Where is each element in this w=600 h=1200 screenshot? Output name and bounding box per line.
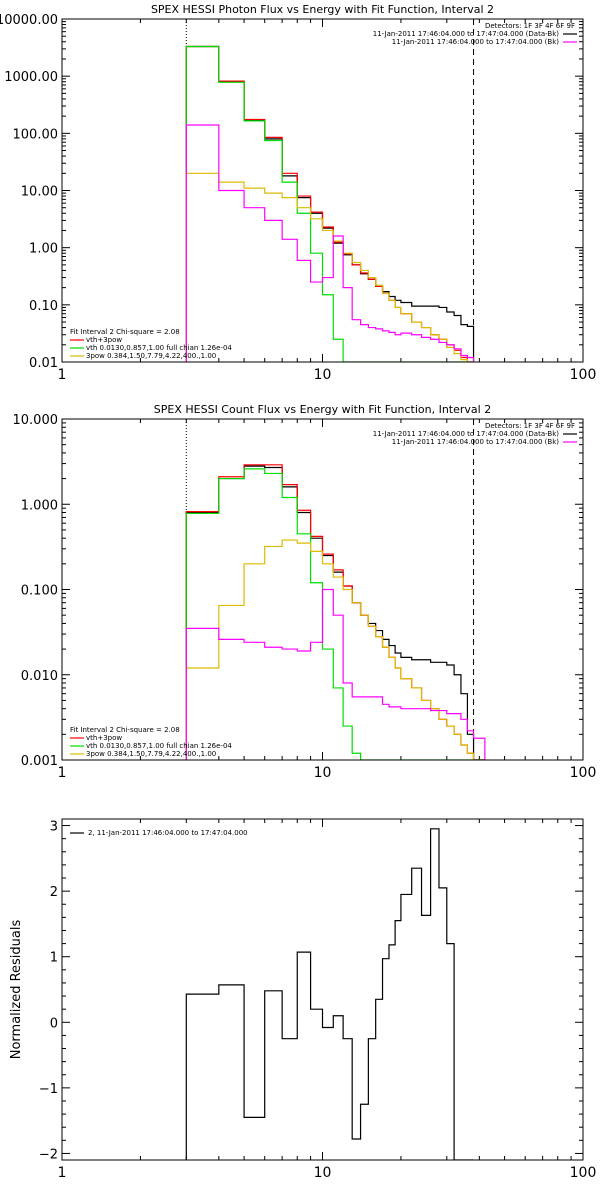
legend-text: Detectors: 1F 3F 4F 6F 9F [485,422,575,430]
x-axis-ticks [61,419,572,760]
y-axis-ticks [62,825,583,1154]
series-bk [185,588,486,760]
series-total-fit [185,45,474,362]
x-tick-label: 1 [58,765,67,781]
chart-1: SPEX HESSI Photon Flux vs Energy with Fi… [0,3,596,383]
y-tick-label: 0 [50,1016,58,1031]
legend-text: vth+3pow [86,336,122,344]
series-power-law [185,172,474,362]
y-tick-label: 0.10 [29,299,58,314]
x-tick-label: 10 [314,765,332,781]
legend-text: 11-Jan-2011 17:46:04.000 to 17:47:04.000… [373,430,560,438]
y-tick-label: 2 [50,885,58,900]
series-bk [185,124,475,362]
x-axis-ticks [61,19,572,362]
series-total-fit [185,464,485,760]
y-tick-label: 100.00 [13,127,59,142]
legend-text: 3pow 0.384,1.50,7.79,4.22,400.,1.00 [86,352,216,360]
legend-text: 11-Jan-2011 17:46:04.000 to 17:47:04.000… [392,38,560,46]
legend-text: Fit Interval 2 Chi-square = 2.08 [70,328,180,336]
x-tick-label: 100 [570,367,597,383]
y-tick-label: 0.01 [29,356,58,371]
legend-text: 3pow 0.384,1.50,7.79,4.22,400.,1.00 [86,750,216,758]
chart-3: Normalized Residuals 1 10 100 −2 −1 0 1 2 3 2, 11-… [9,818,597,1181]
y-tick-label: 10.00 [21,185,58,200]
legend-text: vth 0.0130,0.857,1.00 full chian 1.26e-0… [86,742,232,750]
legend-text: 2, 11-Jan-2011 17:46:04.000 to 17:47:04.… [88,829,248,837]
y-tick-label: 0.010 [21,669,58,684]
legend-text: Fit Interval 2 Chi-square = 2.08 [70,726,180,734]
series-thermal [185,468,485,760]
series-data-bk [185,465,485,760]
y-tick-label: 10.000 [13,413,59,428]
x-tick-label: 100 [570,1165,597,1181]
x-tick-label: 100 [570,765,597,781]
x-tick-label: 1 [58,1165,67,1181]
y-tick-label: −2 [39,1147,58,1162]
series-thermal [185,45,474,362]
y-tick-label: 0.100 [21,584,58,599]
x-tick-label: 10 [314,367,332,383]
chart-2: SPEX HESSI Count Flux vs Energy with Fit… [13,403,597,781]
y-axis-ticks [62,422,583,761]
series-group [185,464,486,760]
legend-text: 11-Jan-2011 17:46:04.000 to 17:47:04.000… [392,438,560,446]
plot-frame [61,818,584,1161]
legend-text: 11-Jan-2011 17:46:04.000 to 17:47:04.000… [373,30,560,38]
y-tick-label: 3 [50,820,58,835]
x-tick-label: 10 [314,1165,332,1181]
y-tick-label: 1.000 [21,498,58,513]
y-tick-label: 0.001 [21,754,58,769]
y-axis-ticks [62,21,583,363]
legend-text: vth+3pow [86,734,122,742]
plot-frame [61,18,584,363]
legend-text: Detectors: 1F 3F 4F 6F 9F [485,22,575,30]
y-tick-label: 1.00 [29,242,58,257]
series-power-law [185,539,485,760]
chart-title: SPEX HESSI Photon Flux vs Energy with Fi… [151,3,494,16]
y-axis-label: Normalized Residuals [9,920,24,1060]
y-tick-label: 1000.00 [4,70,58,85]
chart-title: SPEX HESSI Count Flux vs Energy with Fit… [154,403,491,416]
plot-frame [61,418,584,761]
y-tick-label: 1 [50,951,58,966]
series-group [185,45,475,362]
x-axis-ticks [61,819,572,1160]
series-data-bk [185,45,475,362]
y-tick-label: 10000.00 [0,13,58,28]
legend-text: vth 0.0130,0.857,1.00 full chian 1.26e-0… [86,344,232,352]
series-residuals [185,828,474,1160]
y-tick-label: −1 [39,1082,58,1097]
x-tick-label: 1 [58,367,67,383]
series-group [185,828,474,1160]
